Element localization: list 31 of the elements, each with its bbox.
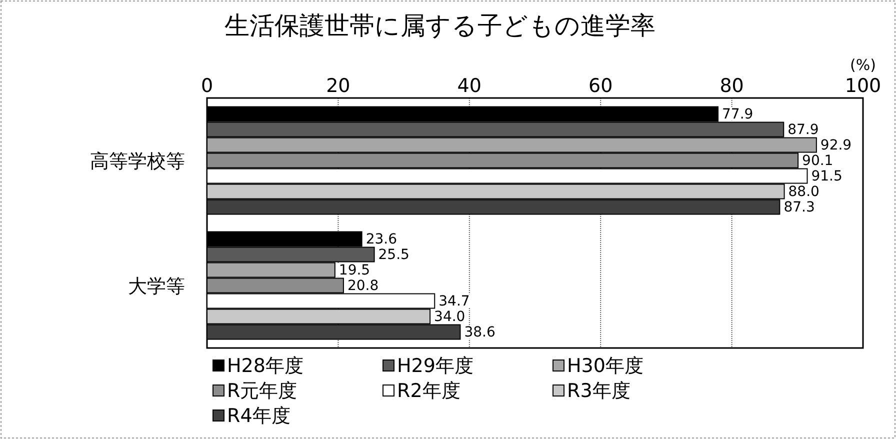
data-label: 88.0: [788, 184, 820, 200]
data-label: 20.8: [347, 278, 379, 294]
data-label: 38.6: [464, 324, 496, 340]
x-tick-label: 60: [588, 75, 613, 97]
data-label: 87.9: [788, 122, 819, 138]
x-tick-label: 20: [326, 75, 350, 97]
data-label: 23.6: [366, 232, 398, 248]
data-label: 91.5: [811, 168, 842, 184]
legend-label: R2年度: [397, 380, 460, 402]
legend-label: H30年度: [567, 355, 644, 377]
x-tick-label: 40: [457, 75, 482, 97]
legend-label: R3年度: [567, 380, 630, 402]
data-label: 87.3: [784, 200, 815, 216]
legend-label: H28年度: [227, 355, 304, 377]
data-label: 34.7: [438, 294, 470, 310]
x-tick-label: 80: [720, 75, 744, 97]
y-tick-label: 高等学校等: [90, 150, 185, 172]
x-tick-label: 0: [200, 75, 214, 97]
data-label: 92.9: [820, 138, 852, 154]
data-label: 90.1: [802, 153, 834, 169]
y-tick-label: 大学等: [128, 276, 185, 298]
x-axis-title: (%): [850, 56, 876, 74]
legend-label: R元年度: [227, 380, 298, 402]
data-label: 19.5: [338, 262, 370, 278]
data-label: 77.9: [722, 106, 754, 122]
legend-label: R4年度: [227, 405, 290, 427]
x-tick-label: 100: [844, 75, 882, 97]
data-label: 34.0: [434, 309, 466, 325]
data-label: 25.5: [378, 247, 410, 263]
chart-title: 生活保護世帯に属する子どもの進学率: [224, 11, 656, 40]
legend-label: H29年度: [397, 355, 474, 377]
